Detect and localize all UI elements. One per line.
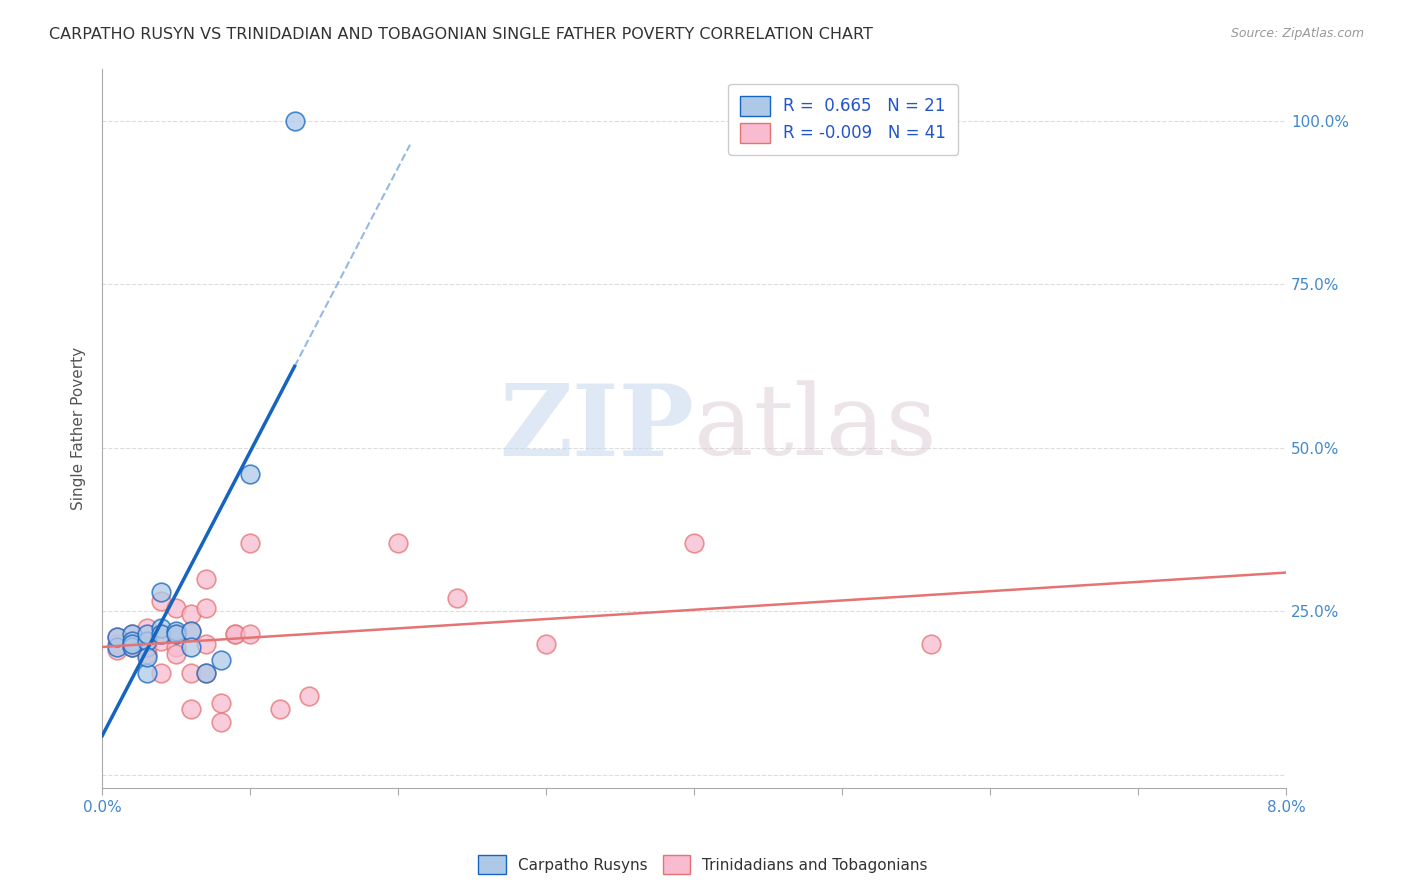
Point — [165, 627, 187, 641]
Point — [683, 535, 706, 549]
Text: atlas: atlas — [695, 380, 936, 476]
Point — [150, 627, 173, 641]
Point — [194, 601, 217, 615]
Point — [121, 637, 143, 651]
Point — [121, 627, 143, 641]
Legend: Carpatho Rusyns, Trinidadians and Tobagonians: Carpatho Rusyns, Trinidadians and Tobago… — [472, 849, 934, 880]
Point — [180, 640, 202, 655]
Point — [194, 572, 217, 586]
Point — [180, 624, 202, 638]
Point — [194, 666, 217, 681]
Point — [387, 535, 409, 549]
Point — [194, 666, 217, 681]
Point — [135, 633, 157, 648]
Point — [105, 643, 128, 657]
Point — [150, 621, 173, 635]
Point — [105, 637, 128, 651]
Point — [121, 637, 143, 651]
Text: ZIP: ZIP — [499, 380, 695, 476]
Point — [239, 467, 262, 481]
Point — [269, 702, 291, 716]
Point — [150, 666, 173, 681]
Point — [105, 631, 128, 645]
Point — [150, 627, 173, 641]
Point — [446, 591, 468, 606]
Text: Source: ZipAtlas.com: Source: ZipAtlas.com — [1230, 27, 1364, 40]
Point — [180, 666, 202, 681]
Point — [135, 627, 157, 641]
Point — [135, 640, 157, 655]
Point — [165, 627, 187, 641]
Point — [165, 624, 187, 638]
Point — [298, 690, 321, 704]
Point — [121, 640, 143, 655]
Point — [534, 637, 557, 651]
Point — [150, 633, 173, 648]
Point — [135, 621, 157, 635]
Point — [209, 653, 232, 667]
Point — [239, 535, 262, 549]
Legend: R =  0.665   N = 21, R = -0.009   N = 41: R = 0.665 N = 21, R = -0.009 N = 41 — [728, 84, 957, 154]
Y-axis label: Single Father Poverty: Single Father Poverty — [72, 347, 86, 509]
Point — [165, 640, 187, 655]
Point — [209, 715, 232, 730]
Point — [224, 627, 246, 641]
Point — [284, 113, 307, 128]
Point — [135, 650, 157, 665]
Point — [121, 627, 143, 641]
Point — [121, 633, 143, 648]
Point — [135, 666, 157, 681]
Point — [135, 633, 157, 648]
Point — [121, 640, 143, 655]
Point — [920, 637, 942, 651]
Point — [105, 631, 128, 645]
Point — [224, 627, 246, 641]
Point — [135, 647, 157, 661]
Point — [105, 640, 128, 655]
Point — [121, 640, 143, 655]
Point — [194, 637, 217, 651]
Point — [165, 601, 187, 615]
Text: CARPATHO RUSYN VS TRINIDADIAN AND TOBAGONIAN SINGLE FATHER POVERTY CORRELATION C: CARPATHO RUSYN VS TRINIDADIAN AND TOBAGO… — [49, 27, 873, 42]
Point — [180, 607, 202, 622]
Point — [180, 702, 202, 716]
Point — [150, 584, 173, 599]
Point — [150, 594, 173, 608]
Point — [121, 637, 143, 651]
Point — [165, 647, 187, 661]
Point — [180, 624, 202, 638]
Point — [209, 696, 232, 710]
Point — [239, 627, 262, 641]
